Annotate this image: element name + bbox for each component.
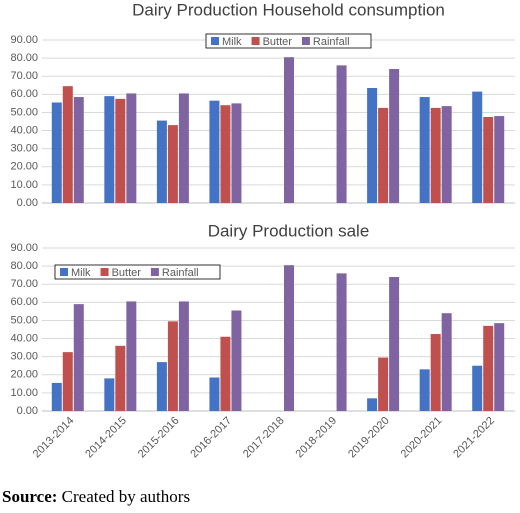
- chart-title: Dairy Production sale: [208, 221, 370, 240]
- bar: [472, 365, 483, 411]
- legend-swatch: [301, 37, 310, 45]
- bar: [378, 107, 389, 203]
- bar: [430, 334, 441, 411]
- legend-label: Butter: [263, 36, 293, 48]
- y-tick-label: 10.00: [10, 387, 38, 399]
- bar: [494, 116, 505, 203]
- legend-swatch: [251, 37, 260, 45]
- bar: [73, 97, 84, 203]
- bar: [178, 301, 189, 411]
- bar: [430, 107, 441, 203]
- y-tick-label: 60.00: [10, 296, 38, 308]
- bar: [126, 93, 137, 203]
- y-tick-label: 50.00: [10, 314, 38, 326]
- bar: [231, 103, 242, 203]
- bar: [441, 106, 452, 203]
- y-tick-label: 80.00: [10, 260, 38, 272]
- legend-swatch: [150, 268, 159, 276]
- x-tick-label: 2015-2016: [136, 415, 182, 461]
- bar: [389, 68, 400, 203]
- bar: [441, 313, 452, 411]
- x-tick-label: 2017-2018: [241, 415, 287, 461]
- x-tick-label: 2019-2020: [346, 415, 392, 461]
- bar: [419, 97, 430, 203]
- y-tick-label: 0.00: [17, 405, 38, 417]
- bar: [494, 323, 505, 411]
- bar: [419, 369, 430, 411]
- legend-label: Butter: [112, 267, 142, 279]
- legend-swatch: [100, 268, 109, 276]
- bar: [231, 310, 242, 411]
- legend-box: [54, 264, 221, 280]
- bar: [104, 96, 115, 203]
- bar: [104, 378, 115, 411]
- x-tick-label: 2016-2017: [188, 415, 234, 461]
- bar: [167, 125, 178, 203]
- bar: [115, 98, 126, 203]
- y-tick-label: 70.00: [10, 278, 38, 290]
- x-tick-label: 2013-2014: [31, 415, 77, 461]
- y-tick-label: 70.00: [10, 70, 38, 82]
- bar: [178, 93, 189, 203]
- bar: [378, 357, 389, 411]
- bar: [209, 100, 220, 203]
- bar: [284, 57, 294, 204]
- y-tick-label: 90.00: [10, 34, 38, 46]
- bar: [62, 352, 73, 411]
- chart-title: Dairy Production Household consumption: [132, 0, 445, 19]
- y-tick-label: 10.00: [10, 179, 38, 191]
- y-tick-label: 60.00: [10, 88, 38, 100]
- legend-label: Rainfall: [162, 267, 199, 279]
- legend-swatch: [211, 37, 219, 45]
- bar: [483, 116, 494, 203]
- y-tick-label: 20.00: [10, 369, 38, 381]
- y-tick-label: 90.00: [10, 242, 38, 254]
- bar: [209, 377, 220, 411]
- bar: [367, 87, 378, 203]
- x-tick-label: 2021-2022: [451, 415, 497, 461]
- legend-label: Rainfall: [313, 36, 350, 48]
- legend: Milk Butter Rainfall: [54, 264, 221, 280]
- bar: [220, 336, 231, 411]
- bar: [126, 301, 137, 411]
- source-label: Source:: [2, 487, 57, 506]
- bar: [73, 304, 84, 411]
- y-tick-label: 80.00: [10, 52, 38, 64]
- bar: [336, 65, 347, 203]
- y-tick-label: 0.00: [17, 197, 38, 209]
- source-text: Created by authors: [62, 487, 190, 506]
- x-tick-label: 2018-2019: [294, 415, 340, 461]
- bar: [51, 382, 62, 411]
- bar: [167, 321, 178, 411]
- bar: [472, 91, 483, 203]
- bar: [284, 265, 294, 411]
- bar: [367, 398, 378, 411]
- y-tick-label: 30.00: [10, 143, 38, 155]
- bar: [156, 362, 167, 411]
- source: Source: Created by authors: [2, 487, 190, 506]
- legend-label: Milk: [71, 267, 91, 279]
- bar: [483, 325, 494, 411]
- x-tick-label: 2020-2021: [399, 415, 445, 461]
- bar: [115, 345, 126, 411]
- y-tick-label: 20.00: [10, 161, 38, 173]
- y-tick-label: 40.00: [10, 124, 38, 136]
- y-tick-label: 30.00: [10, 351, 38, 363]
- legend-swatch: [60, 268, 68, 276]
- legend-label: Milk: [222, 36, 242, 48]
- legend-box: [205, 33, 372, 49]
- bar: [220, 105, 231, 203]
- bar: [62, 86, 73, 203]
- legend: Milk Butter Rainfall: [205, 33, 372, 49]
- y-tick-label: 40.00: [10, 332, 38, 344]
- x-tick-label: 2014-2015: [83, 415, 129, 461]
- bar: [336, 273, 347, 411]
- bar: [156, 120, 167, 203]
- y-tick-label: 50.00: [10, 106, 38, 118]
- bar: [389, 276, 400, 411]
- bar: [51, 102, 62, 203]
